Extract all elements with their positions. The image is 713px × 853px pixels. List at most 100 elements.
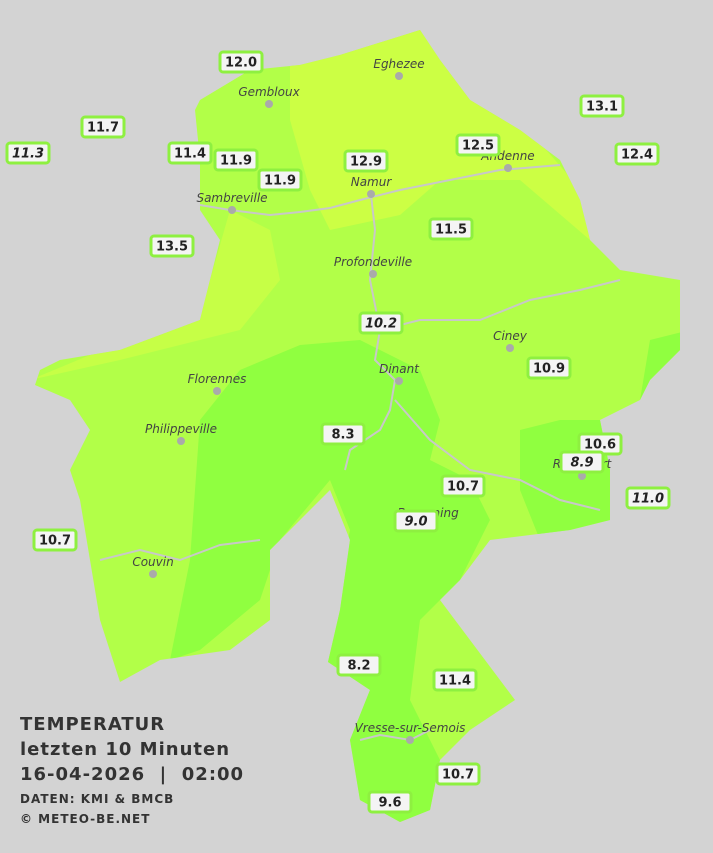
station-value: 12.9 xyxy=(350,155,382,170)
station-box xyxy=(428,217,474,241)
station-value: 10.7 xyxy=(447,480,479,495)
stations: 12.0 11.7 11.3 11.4 11.9 11.9 12.9 12.5 13.1 12.4… xyxy=(5,50,671,814)
station-box xyxy=(80,115,126,139)
station-value: 11.5 xyxy=(435,223,467,238)
station: 13.5 xyxy=(149,234,195,258)
station: 11.7 xyxy=(80,115,126,139)
station-box xyxy=(336,653,382,677)
city-label: Namur xyxy=(351,175,393,189)
station: 9.6 xyxy=(367,790,413,814)
station: 8.9 xyxy=(559,450,605,474)
city-label: Vresse-sur-Semois xyxy=(355,721,466,735)
station-box xyxy=(435,762,481,786)
station-box xyxy=(455,133,501,157)
station-value: 11.0 xyxy=(632,492,664,507)
city-label: Philippeville xyxy=(145,422,217,436)
station-box xyxy=(432,668,478,692)
zone xyxy=(290,30,590,240)
station: 11.0 xyxy=(625,486,671,510)
station-box xyxy=(218,50,264,74)
station: 9.0 xyxy=(393,509,439,533)
station-value: 12.0 xyxy=(225,56,257,71)
station-box xyxy=(167,141,213,165)
city-label: Eghezee xyxy=(373,57,424,71)
station: 10.2 xyxy=(358,311,404,335)
station: 11.5 xyxy=(428,217,474,241)
station-box xyxy=(440,474,486,498)
station-value: 10.7 xyxy=(442,768,474,783)
legend: TEMPERATUR letzten 10 Minuten 16-04-2026… xyxy=(20,714,244,826)
station: 11.9 xyxy=(257,168,303,192)
station: 11.9 xyxy=(213,148,259,172)
station-value: 13.5 xyxy=(156,240,188,255)
station-value: 8.2 xyxy=(347,659,370,674)
station-value: 11.4 xyxy=(174,147,206,162)
title: TEMPERATUR xyxy=(20,714,165,735)
station-value: 8.9 xyxy=(570,456,593,471)
station-value: 10.7 xyxy=(39,534,71,549)
city-dot xyxy=(265,100,273,108)
city-label: Profondeville xyxy=(334,255,412,269)
station: 8.3 xyxy=(320,422,366,446)
station-box xyxy=(213,148,259,172)
station: 8.2 xyxy=(336,653,382,677)
station-value: 12.5 xyxy=(462,139,494,154)
station: 10.7 xyxy=(435,762,481,786)
station: 11.4 xyxy=(432,668,478,692)
copyright: © METEO-BE.NET xyxy=(20,812,150,826)
station-box xyxy=(625,486,671,510)
station-value: 13.1 xyxy=(586,100,618,115)
station-box xyxy=(320,422,366,446)
station: 10.9 xyxy=(526,356,572,380)
station: 12.5 xyxy=(455,133,501,157)
station-value: 11.9 xyxy=(264,174,296,189)
station: 13.1 xyxy=(579,94,625,118)
city-label: Sambreville xyxy=(196,191,267,205)
river xyxy=(199,164,561,217)
city-dot xyxy=(213,387,221,395)
city-label: Ciney xyxy=(493,329,528,343)
station: 11.3 xyxy=(5,141,51,165)
cities: EghezeeGemblouxAndenneNamurSambrevillePr… xyxy=(132,57,613,744)
station: 10.7 xyxy=(440,474,486,498)
station-box xyxy=(5,141,51,165)
station-box xyxy=(559,450,605,474)
city-dot xyxy=(395,72,403,80)
river xyxy=(379,279,621,331)
station-value: 10.2 xyxy=(365,317,397,332)
city-dot xyxy=(506,344,514,352)
station-value: 11.9 xyxy=(220,154,252,169)
city-dot xyxy=(395,377,403,385)
city-label: Couvin xyxy=(132,555,173,569)
station: 12.4 xyxy=(614,142,660,166)
datetime: 16-04-2026 | 02:00 xyxy=(20,764,244,785)
station-box xyxy=(367,790,413,814)
rivers xyxy=(99,164,621,742)
city-dot xyxy=(406,736,414,744)
station-value: 11.7 xyxy=(87,121,119,136)
river xyxy=(394,399,601,511)
city-label: Gembloux xyxy=(238,85,300,99)
station-box xyxy=(579,94,625,118)
station-value: 11.4 xyxy=(439,674,471,689)
city-dot xyxy=(578,472,586,480)
city-dot xyxy=(149,570,157,578)
station-box xyxy=(149,234,195,258)
station-value: 10.6 xyxy=(584,438,616,453)
station-value: 9.0 xyxy=(404,515,427,530)
station-box xyxy=(526,356,572,380)
city-dot xyxy=(177,437,185,445)
zone xyxy=(35,210,280,380)
river xyxy=(359,729,431,742)
zone xyxy=(170,340,490,822)
station-value: 12.4 xyxy=(621,148,653,163)
station-value: 11.3 xyxy=(12,147,44,162)
city-label: Florennes xyxy=(188,372,247,386)
station-box xyxy=(343,149,389,173)
station-box xyxy=(358,311,404,335)
station-value: 9.6 xyxy=(378,796,401,811)
city-dot xyxy=(367,190,375,198)
station: 11.4 xyxy=(167,141,213,165)
station: 10.7 xyxy=(32,528,78,552)
